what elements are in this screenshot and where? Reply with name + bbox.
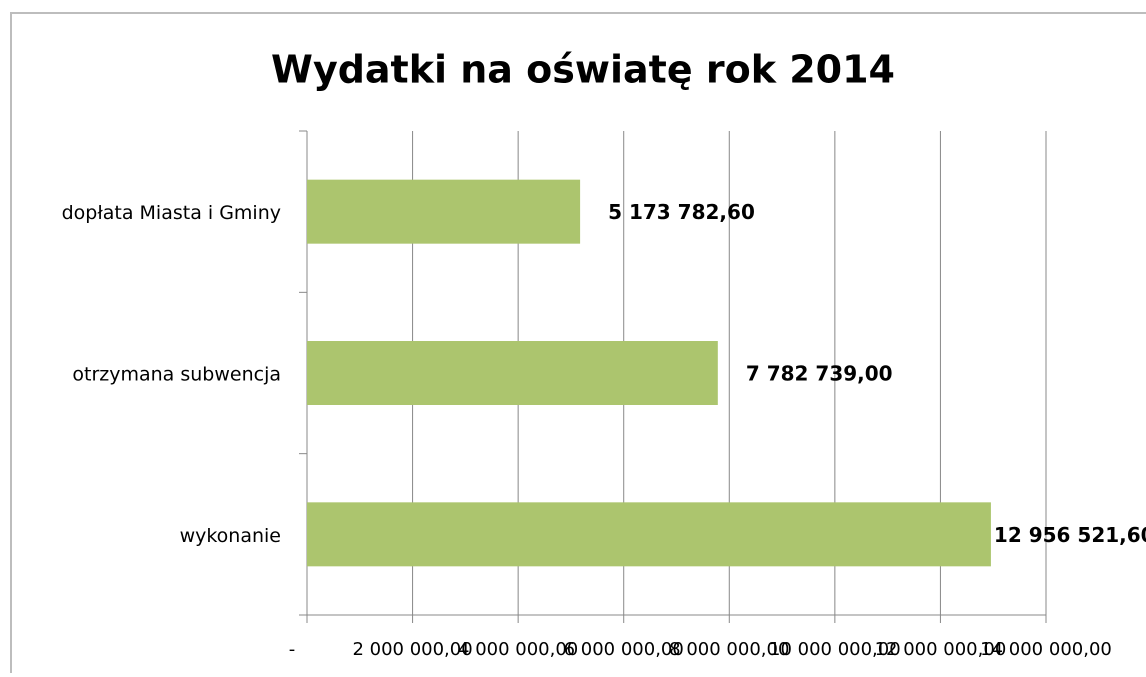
chart-title: Wydatki na oświatę rok 2014 xyxy=(271,48,895,92)
bar xyxy=(307,179,581,244)
x-tick-label: 6 000 000,00 xyxy=(564,639,684,660)
bar xyxy=(307,341,718,405)
value-label: 7 782 739,00 xyxy=(746,362,893,386)
y-tick-label: dopłata Miasta i Gminy xyxy=(62,202,281,224)
y-tick-label: wykonanie xyxy=(180,525,281,547)
bar xyxy=(307,502,991,567)
x-tick-label: 10 000 000,00 xyxy=(769,639,901,660)
x-tick-label: 2 000 000,00 xyxy=(352,639,472,660)
value-label: 12 956 521,60 xyxy=(994,523,1146,547)
y-tick-label: otrzymana subwencja xyxy=(72,364,281,386)
x-tick-label: 12 000 000,00 xyxy=(875,639,1007,660)
x-tick-label: 4 000 000,00 xyxy=(458,639,578,660)
x-tick-label: 8 000 000,00 xyxy=(669,639,789,660)
value-label: 5 173 782,60 xyxy=(608,200,755,224)
x-tick-label: 14 000 000,00 xyxy=(980,639,1112,660)
x-tick-label: - xyxy=(289,639,296,660)
